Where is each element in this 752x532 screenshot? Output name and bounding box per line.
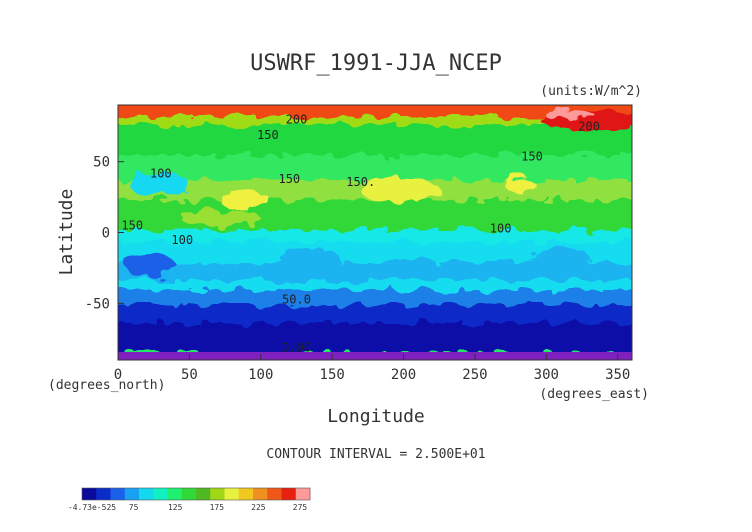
colorbar-swatch [82,488,97,500]
x-axis-label: Longitude [327,406,425,427]
contour-label: 50.0 [282,292,311,306]
contour-label: 200 [578,120,600,134]
y-axis-label: Latitude [56,189,77,276]
contour-label: 150 [257,128,279,142]
colorbar-tick-label: 275 [293,503,308,512]
colorbar [81,487,311,501]
colorbar-swatch [281,488,297,500]
colorbar-swatch [167,488,183,500]
contour-label: 100 [150,166,172,180]
x-tick-label: 100 [248,367,273,383]
colorbar-swatch [224,488,240,500]
colorbar-swatch [153,488,168,500]
x-axis-ticks: 0 50 100 150 200 250 300 350 [114,354,630,383]
colorbar-tick-label: 75 [129,503,139,512]
x-tick-label: 200 [391,367,416,383]
units-label: (units:W/m^2) [540,84,642,99]
colorbar-swatch [267,488,282,500]
y-unit-label: (degrees_north) [48,378,165,393]
contour-label: 0.00 [282,341,311,355]
colorbar-swatch [253,488,268,500]
colorbar-swatch [210,488,225,500]
x-tick-label: 250 [462,367,487,383]
plot-area [118,105,632,360]
contour-label: 150 [121,219,143,233]
contour-label: 100 [171,233,193,247]
colorbar-swatch [295,488,311,500]
colorbar-swatch [139,488,154,500]
colorbar-tick-label: 125 [168,503,183,512]
x-tick-label: 300 [534,367,559,383]
y-axis-ticks: 50 0 -50 [85,155,124,312]
y-tick-label: 0 [102,226,110,242]
colorbar-swatch [110,488,126,500]
x-tick-label: 150 [320,367,345,383]
contour-label: 150. [346,175,375,189]
x-tick-label: 350 [605,367,630,383]
colorbar-swatch [196,488,211,500]
contour-label: 200 [286,112,308,126]
colorbar-swatch [238,488,254,500]
colorbar-swatch [124,488,140,500]
y-tick-label: 50 [93,155,110,171]
colorbar-labels: -4.73e-525 75 125 175 225 275 [68,503,307,512]
y-tick-label: -50 [85,296,110,312]
chart-title: USWRF_1991-JJA_NCEP [250,51,502,76]
colorbar-swatch [96,488,111,500]
x-tick-label: 0 [114,367,122,383]
contour-label: 100 [490,222,512,236]
colorbar-swatch [181,488,197,500]
colorbar-frame [81,487,311,501]
colorbar-tick-label: -4.73e-525 [68,503,116,512]
colorbar-tick-label: 225 [251,503,266,512]
contour-label: 150 [278,172,300,186]
contour-label: 150 [521,149,543,163]
x-unit-label: (degrees_east) [539,387,649,402]
contour-interval: CONTOUR INTERVAL = 2.500E+01 [266,447,485,462]
x-tick-label: 50 [181,367,198,383]
colorbar-tick-label: 175 [210,503,225,512]
contour-labels: 200 150 100 150 150. 150 200 150 100 100 50.0 0.00 [121,112,600,354]
